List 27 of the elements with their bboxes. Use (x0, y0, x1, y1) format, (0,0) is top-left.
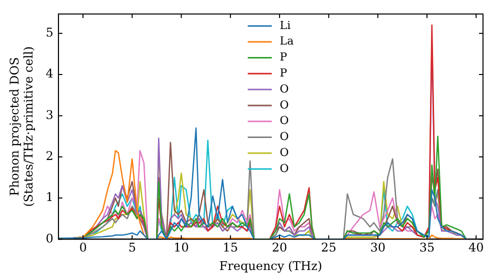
x-axis-title: Frequency (THz) (219, 258, 322, 273)
x-tick-label: 20 (272, 240, 288, 255)
legend-label: La (280, 34, 294, 48)
legend-label: O (280, 114, 289, 128)
y-tick-label: 1 (46, 190, 54, 204)
y-tick-label: 2 (46, 148, 54, 163)
x-tick-label: 30 (370, 240, 386, 255)
legend-label: P (280, 50, 288, 64)
legend-label: O (280, 98, 289, 112)
x-tick-label: 15 (222, 240, 238, 255)
x-tick-label: 5 (128, 240, 136, 255)
x-tick-label: 35 (419, 240, 435, 255)
y-tick-label: 5 (46, 25, 54, 40)
legend-label: Li (280, 18, 292, 32)
x-tick-label: 10 (174, 240, 189, 255)
legend-label: O (280, 146, 289, 160)
y-tick-label: 0 (46, 231, 54, 246)
y-tick-label: 4 (46, 66, 54, 81)
legend-label: O (280, 130, 289, 144)
legend-label: O (280, 162, 289, 175)
x-tick-label: 0 (79, 240, 87, 255)
legend-label: O (280, 82, 289, 96)
x-tick-label: 40 (468, 240, 484, 255)
legend-label: P (280, 66, 288, 80)
y-axis-title: Phonon projected DOS (States/THz·primitive cell) (7, 46, 36, 207)
y-tick-label: 3 (46, 108, 54, 122)
x-tick-label: 25 (321, 240, 336, 255)
